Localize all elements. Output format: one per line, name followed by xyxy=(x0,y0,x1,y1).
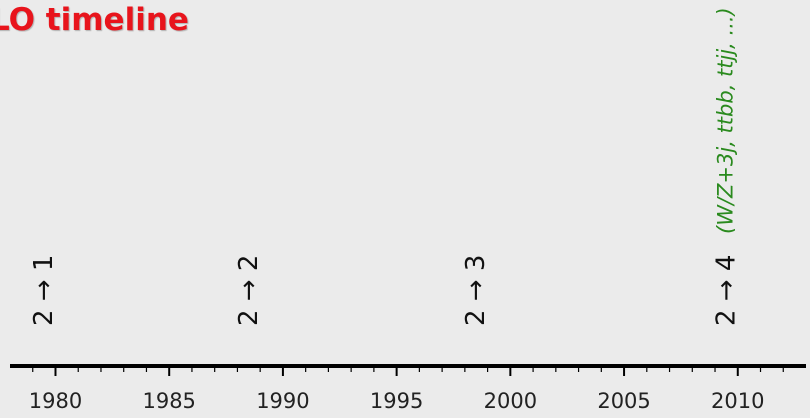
milestone: 2 → 3 xyxy=(461,255,491,326)
year-tick-label: 1985 xyxy=(142,389,195,413)
year-tick-label: 2010 xyxy=(711,389,764,413)
year-tick-label: 2000 xyxy=(484,389,537,413)
milestone-process-label: 2 → 4 xyxy=(711,255,741,326)
slide-title: LO timeline xyxy=(0,2,189,38)
milestone-process-label: 2 → 1 xyxy=(29,255,59,326)
year-tick-label: 1995 xyxy=(370,389,423,413)
milestone: 2 → 4 (W/Z+3j, ttbb, ttjj, ...) xyxy=(711,7,741,326)
milestone-process-label: 2 → 3 xyxy=(461,255,491,326)
milestone-example-processes: (W/Z+3j, ttbb, ttjj, ...) xyxy=(713,7,737,234)
year-tick-label: 1990 xyxy=(256,389,309,413)
milestone-process-label: 2 → 2 xyxy=(234,255,264,326)
milestone: 2 → 1 xyxy=(29,255,59,326)
timeline-year-labels: 1980 1985 1990 1995 2000 2005 2010 xyxy=(29,389,765,413)
year-tick-label: 1980 xyxy=(29,389,82,413)
year-tick-label: 2005 xyxy=(597,389,650,413)
timeline-milestones: 2 → 1 2 → 2 2 → 3 2 → 4 (W/Z+3j, ttbb, ttjj,… xyxy=(29,7,741,326)
milestone: 2 → 2 xyxy=(234,255,264,326)
